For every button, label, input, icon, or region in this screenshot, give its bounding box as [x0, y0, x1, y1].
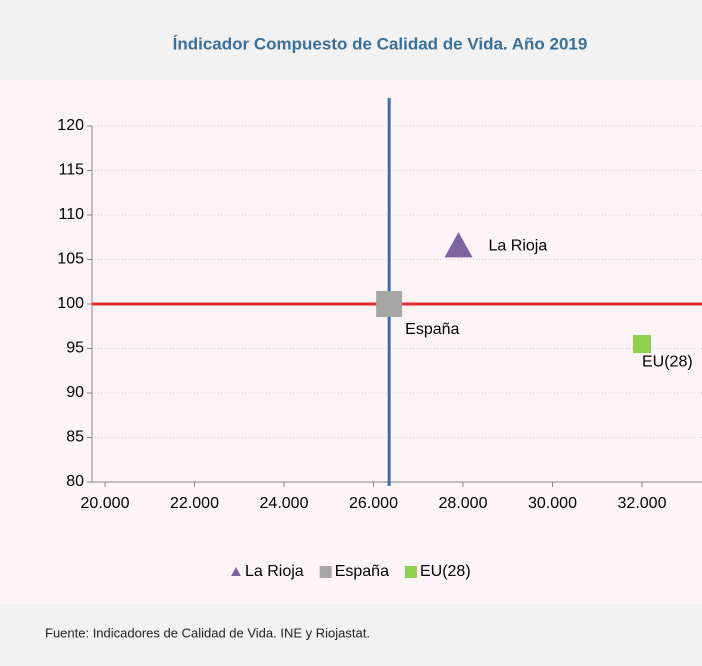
y-tick-label: 95	[66, 340, 84, 357]
legend-marker	[404, 566, 417, 578]
legend-label: La Rioja	[245, 563, 304, 580]
y-tick-label: 100	[57, 295, 84, 312]
point-label: EU(28)	[642, 353, 693, 370]
y-tick-label: 80	[66, 473, 84, 490]
legend-marker	[319, 566, 332, 578]
y-tick-label: 115	[58, 162, 84, 179]
point-label: España	[405, 321, 459, 338]
x-tick-label: 20.000	[81, 495, 130, 512]
x-tick-label: 32.000	[618, 495, 667, 512]
legend-label: España	[335, 563, 389, 580]
y-tick-label: 90	[66, 384, 84, 401]
chart-area	[0, 80, 702, 604]
legend-label: EU(28)	[420, 563, 471, 580]
x-tick-label: 28.000	[439, 495, 488, 512]
y-tick-label: 110	[58, 206, 84, 223]
marker	[376, 291, 403, 317]
point-label: La Rioja	[489, 237, 548, 254]
legend-marker	[231, 567, 241, 576]
y-tick-label: 120	[57, 117, 84, 134]
x-tick-label: 22.000	[170, 495, 219, 512]
x-tick-label: 26.000	[349, 495, 398, 512]
y-tick-label: 105	[57, 251, 84, 268]
marker	[444, 232, 473, 258]
x-tick-label: 24.000	[260, 495, 309, 512]
source: Fuente: Indicadores de Calidad de Vida. …	[45, 625, 370, 640]
chart-title: Índicador Compuesto de Calidad de Vida. …	[173, 34, 588, 53]
marker	[633, 335, 651, 354]
x-tick-label: 30.000	[528, 495, 577, 512]
y-tick-label: 85	[66, 429, 84, 446]
